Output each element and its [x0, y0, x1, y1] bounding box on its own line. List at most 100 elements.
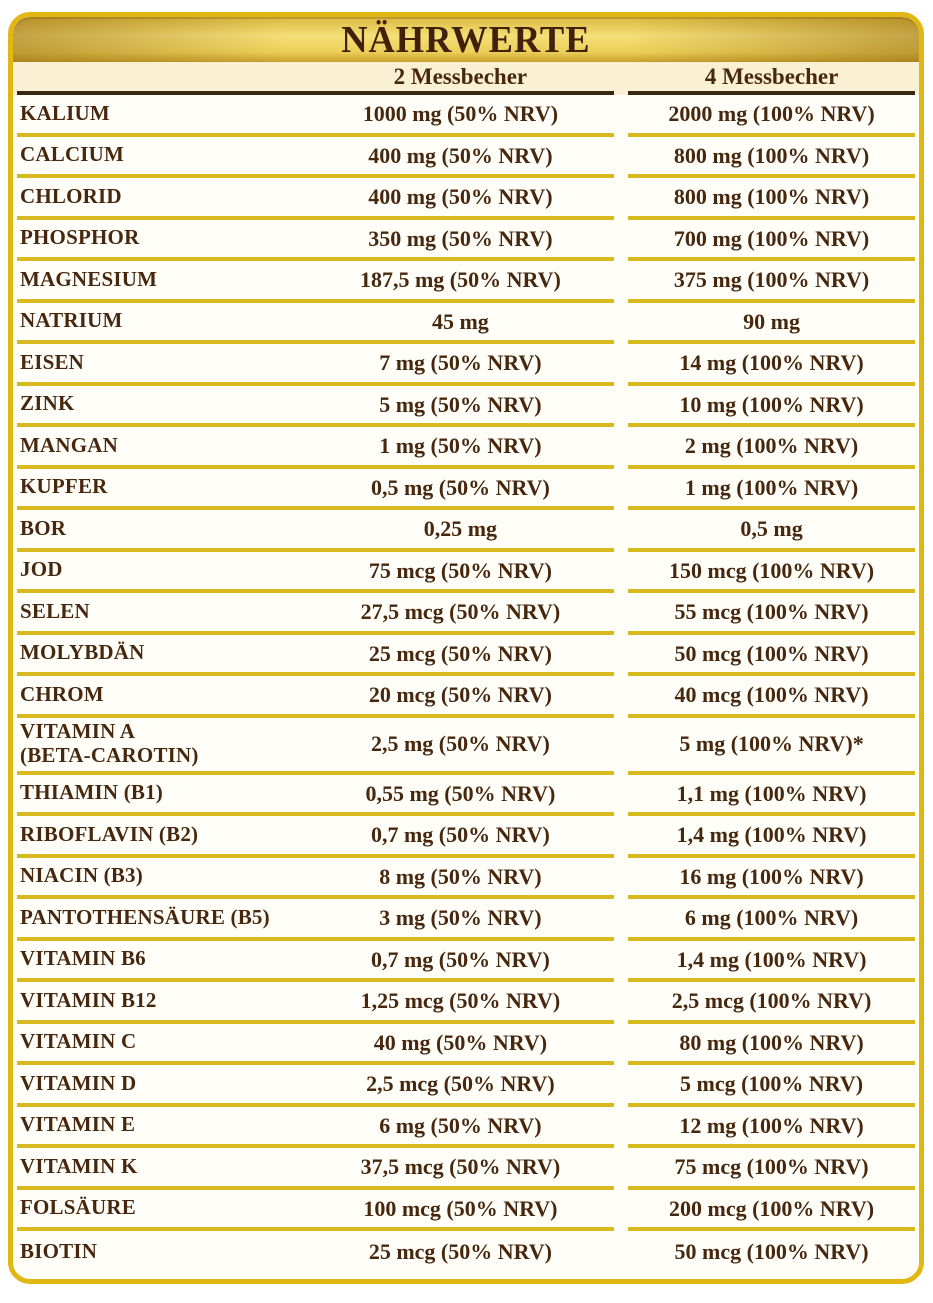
dose-4-messbecher-value: 55 mcg (100% NRV)	[628, 593, 915, 635]
column-gap	[614, 552, 628, 594]
dose-2-messbecher-value: 20 mcg (50% NRV)	[368, 682, 552, 708]
dose-4-messbecher-value: 50 mcg (100% NRV)	[674, 1239, 869, 1265]
nutrient-name: VITAMIN B6	[20, 946, 146, 971]
dose-4-messbecher-value: 0,5 mg	[628, 510, 915, 552]
dose-2-messbecher-value: 400 mg (50% NRV)	[368, 142, 553, 168]
dose-2-messbecher-value: 187,5 mg (50% NRV)	[359, 267, 561, 293]
nutrient-name: KUPFER	[20, 474, 108, 499]
dose-2-messbecher-value: 8 mg (50% NRV)	[379, 863, 542, 889]
column-gap	[614, 593, 628, 635]
dose-2-messbecher-value: 75 mcg (50% NRV)	[368, 557, 552, 583]
column-gap	[614, 427, 628, 469]
column-gap	[614, 1231, 628, 1273]
dose-2-messbecher-value: 45 mg	[431, 308, 489, 334]
nutrient-name: CALCIUM	[20, 142, 125, 167]
dose-2-messbecher-value: 350 mg (50% NRV)	[368, 225, 553, 251]
dose-4-messbecher-value: 2 mg (100% NRV)	[628, 427, 915, 469]
table-row: NATRIUM 45 mg 90 mg	[13, 302, 919, 344]
nutrient-name: MAGNESIUM	[20, 266, 158, 291]
dose-2-messbecher-value: 1,25 mcg (50% NRV)	[360, 988, 561, 1014]
table-row: CALCIUM 400 mg (50% NRV) 800 mg (100% NR…	[13, 136, 919, 179]
column-gap	[614, 386, 628, 428]
column-gap	[614, 1065, 628, 1107]
table-row: VITAMIN C 40 mg (50% NRV) 80 mg (100% NR…	[13, 1023, 919, 1065]
nutrient-name: CHROM	[20, 681, 104, 706]
table-row: RIBOFLAVIN (B2) 0,7 mg (50% NRV) 1,4 mg …	[13, 816, 919, 858]
dose-4-messbecher-value: 2,5 mcg (100% NRV)	[628, 982, 915, 1024]
dose-2-messbecher-value: 40 mg (50% NRV)	[373, 1029, 548, 1055]
dose-2-messbecher-value: 25 mcg (50% NRV)	[368, 640, 552, 666]
table-row: FOLSÄURE 100 mcg (50% NRV) 200 mcg (100%…	[13, 1189, 919, 1232]
table-row: ZINK 5 mg (50% NRV) 10 mg (100% NRV)	[13, 385, 919, 428]
table-row: VITAMIN K 37,5 mcg (50% NRV) 75 mcg (100…	[13, 1148, 919, 1190]
nutrient-name: NATRIUM	[20, 308, 123, 333]
page-title: NÄHRWERTE	[341, 18, 591, 61]
column-gap	[614, 1148, 628, 1190]
table-row: PHOSPHOR 350 mg (50% NRV) 700 mg (100% N…	[13, 219, 919, 262]
table-row: BIOTIN 25 mcg (50% NRV) 50 mcg (100% NRV…	[13, 1231, 919, 1273]
column-gap	[614, 261, 628, 303]
nutrient-name: THIAMIN (B1)	[20, 780, 163, 805]
nutrient-name: VITAMIN A (BETA-CAROTIN)	[20, 719, 199, 767]
dose-4-messbecher-value: 800 mg (100% NRV)	[628, 178, 915, 220]
dose-4-messbecher-value: 80 mg (100% NRV)	[628, 1024, 915, 1065]
table-row: EISEN 7 mg (50% NRV) 14 mg (100% NRV)	[13, 344, 919, 386]
dose-2-messbecher-value: 0,25 mg	[423, 516, 498, 542]
title-band: NÄHRWERTE	[13, 17, 919, 62]
column-gap	[614, 718, 628, 775]
column-gap	[614, 137, 628, 179]
nutrient-name: NIACIN (B3)	[20, 863, 143, 888]
nutrient-name: SELEN	[20, 598, 90, 623]
table-row: MANGAN 1 mg (50% NRV) 2 mg (100% NRV)	[13, 427, 919, 469]
table-row: KALIUM 1000 mg (50% NRV) 2000 mg (100% N…	[13, 95, 919, 137]
dose-2-messbecher-value: 1 mg (50% NRV)	[379, 433, 542, 459]
nutrition-table-body: KALIUM 1000 mg (50% NRV) 2000 mg (100% N…	[13, 95, 919, 1273]
column-gap	[614, 1190, 628, 1232]
nutrient-name: CHLORID	[20, 183, 122, 208]
dose-4-messbecher-value: 375 mg (100% NRV)	[628, 261, 915, 303]
dose-4-messbecher-value: 5 mcg (100% NRV)	[628, 1065, 915, 1107]
dose-4-messbecher-value: 200 mcg (100% NRV)	[628, 1190, 915, 1231]
table-row: MAGNESIUM 187,5 mg (50% NRV) 375 mg (100…	[13, 261, 919, 303]
dose-2-messbecher-value: 5 mg (50% NRV)	[379, 391, 542, 417]
table-row: THIAMIN (B1) 0,55 mg (50% NRV) 1,1 mg (1…	[13, 774, 919, 816]
nutrient-name: KALIUM	[20, 100, 110, 125]
dose-4-messbecher-value: 700 mg (100% NRV)	[628, 220, 915, 261]
table-row: BOR 0,25 mg 0,5 mg	[13, 510, 919, 552]
table-row: SELEN 27,5 mcg (50% NRV) 55 mcg (100% NR…	[13, 593, 919, 635]
dose-4-messbecher-value: 5 mg (100% NRV)*	[628, 718, 915, 775]
column-gap	[614, 635, 628, 677]
dose-4-messbecher-value: 1,4 mg (100% NRV)	[628, 816, 915, 858]
nutrient-name: BIOTIN	[20, 1238, 98, 1263]
dose-2-messbecher-value: 0,7 mg (50% NRV)	[370, 946, 550, 972]
nutrient-name: VITAMIN E	[20, 1112, 136, 1137]
table-row: VITAMIN E 6 mg (50% NRV) 12 mg (100% NRV…	[13, 1106, 919, 1148]
dose-4-messbecher-value: 16 mg (100% NRV)	[628, 858, 915, 899]
dose-2-messbecher-value: 0,7 mg (50% NRV)	[370, 822, 550, 848]
dose-2-messbecher-value: 2,5 mcg (50% NRV)	[366, 1071, 555, 1097]
column-gap	[614, 469, 628, 511]
nutrient-name: VITAMIN D	[20, 1070, 137, 1095]
dose-2-messbecher-value: 37,5 mcg (50% NRV)	[360, 1154, 561, 1180]
dose-4-messbecher-value: 800 mg (100% NRV)	[628, 137, 915, 178]
table-row: VITAMIN D 2,5 mcg (50% NRV) 5 mcg (100% …	[13, 1065, 919, 1107]
table-row: NIACIN (B3) 8 mg (50% NRV) 16 mg (100% N…	[13, 857, 919, 899]
dose-4-messbecher-value: 1 mg (100% NRV)	[628, 469, 915, 510]
dose-4-messbecher-value: 40 mcg (100% NRV)	[628, 676, 915, 718]
dose-4-messbecher-value: 1,1 mg (100% NRV)	[628, 775, 915, 816]
dose-4-messbecher-value: 10 mg (100% NRV)	[628, 386, 915, 427]
dose-4-messbecher-value: 90 mg	[628, 303, 915, 344]
nutrient-name: FOLSÄURE	[20, 1195, 136, 1220]
column-gap	[614, 95, 628, 137]
dose-2-messbecher-value: 25 mcg (50% NRV)	[368, 1239, 552, 1265]
dose-4-messbecher-value: 2000 mg (100% NRV)	[628, 95, 915, 137]
nutrient-name: ZINK	[20, 391, 75, 416]
column-gap	[614, 510, 628, 552]
column-gap	[614, 344, 628, 386]
column-gap	[614, 220, 628, 262]
dose-2-messbecher-value: 0,55 mg (50% NRV)	[365, 780, 556, 806]
table-row: JOD 75 mcg (50% NRV) 150 mcg (100% NRV)	[13, 551, 919, 594]
nutrient-name: PHOSPHOR	[20, 225, 140, 250]
nutrient-name: BOR	[20, 515, 67, 540]
dose-2-messbecher-value: 7 mg (50% NRV)	[379, 350, 542, 376]
